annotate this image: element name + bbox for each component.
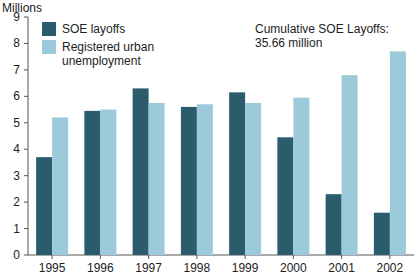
x-tick <box>100 255 101 259</box>
y-tick-label: 5 <box>13 116 20 130</box>
x-tick <box>52 255 53 259</box>
x-tick-label: 1996 <box>87 261 114 275</box>
x-tick-label: 1997 <box>135 261 162 275</box>
y-tick-label: 1 <box>13 222 20 236</box>
bar <box>342 75 358 255</box>
x-tick-label: 2001 <box>328 261 355 275</box>
chart: 0123456789199519961997199819992000200120… <box>0 0 420 280</box>
y-tick <box>24 96 28 97</box>
bars <box>36 51 406 255</box>
x-tick-label: 1998 <box>184 261 211 275</box>
bar <box>181 107 197 255</box>
x-tick-label: 1995 <box>39 261 66 275</box>
x-tick <box>196 255 197 259</box>
y-tick-label: 0 <box>13 248 20 262</box>
y-axis-label: Millions <box>2 1 42 15</box>
y-tick <box>24 175 28 176</box>
bar <box>390 51 406 255</box>
y-tick-label: 7 <box>13 63 20 77</box>
bar <box>52 117 68 255</box>
y-tick <box>24 122 28 123</box>
y-tick-label: 6 <box>13 89 20 103</box>
bar <box>84 111 100 255</box>
y-tick <box>24 149 28 150</box>
bar <box>326 194 342 255</box>
bar <box>293 98 309 255</box>
bar <box>197 104 213 255</box>
y-tick <box>24 69 28 70</box>
bar <box>133 88 149 255</box>
y-axis <box>28 17 29 255</box>
legend-swatch <box>42 22 56 36</box>
bar <box>149 103 165 255</box>
legend-swatch <box>42 40 56 54</box>
y-tick-label: 4 <box>13 142 20 156</box>
bar <box>277 137 293 255</box>
bar <box>245 103 261 255</box>
y-tick <box>24 43 28 44</box>
bar <box>229 92 245 255</box>
bar <box>36 157 52 255</box>
bar <box>374 213 390 255</box>
y-tick <box>24 202 28 203</box>
x-tick-label: 1999 <box>232 261 259 275</box>
legend-label: Registered urban unemployment <box>62 40 177 68</box>
x-tick <box>148 255 149 259</box>
y-tick-label: 2 <box>13 195 20 209</box>
legend-label: SOE layoffs <box>62 22 177 36</box>
annotation: Cumulative SOE Layoffs: 35.66 million <box>255 22 405 50</box>
y-tick <box>24 255 28 256</box>
x-tick <box>245 255 246 259</box>
bar <box>100 110 116 255</box>
y-tick-label: 3 <box>13 169 20 183</box>
x-tick <box>293 255 294 259</box>
x-tick-label: 2002 <box>377 261 404 275</box>
y-tick <box>24 17 28 18</box>
x-tick <box>389 255 390 259</box>
x-tick <box>341 255 342 259</box>
x-tick-label: 2000 <box>280 261 307 275</box>
y-tick <box>24 228 28 229</box>
y-tick-label: 8 <box>13 36 20 50</box>
